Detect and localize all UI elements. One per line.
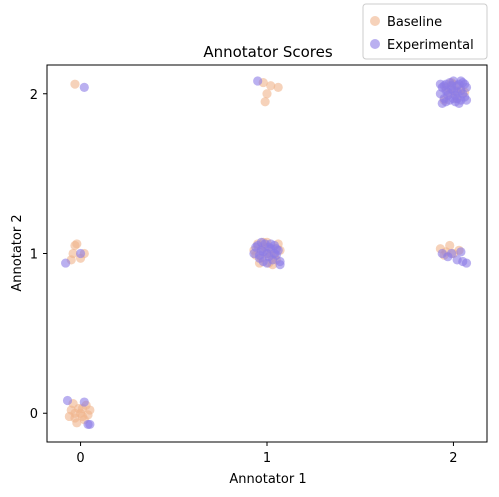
x-tick-label: 2 — [449, 451, 457, 466]
point-experimental — [461, 95, 472, 105]
point-baseline — [85, 405, 95, 415]
point-experimental — [452, 93, 462, 104]
point-baseline — [273, 82, 283, 92]
legend-label-experimental: Experimental — [387, 38, 474, 53]
point-baseline — [445, 240, 455, 251]
y-tick-label: 2 — [30, 88, 38, 103]
point-experimental — [85, 419, 95, 430]
point-experimental — [256, 237, 267, 247]
y-tick-label: 1 — [30, 248, 38, 263]
y-axis-label: Annotator 2 — [10, 214, 25, 291]
x-tick-label: 1 — [263, 451, 271, 466]
x-axis-label: Annotator 1 — [229, 472, 306, 487]
x-tick-label: 0 — [76, 451, 84, 466]
point-experimental — [79, 397, 89, 407]
point-experimental — [61, 258, 71, 268]
point-baseline — [70, 79, 80, 89]
point-experimental — [275, 260, 285, 270]
legend-frame — [362, 3, 488, 60]
legend-marker-experimental — [370, 39, 380, 49]
legend-marker-baseline — [370, 16, 380, 26]
point-baseline — [72, 418, 82, 428]
point-experimental — [262, 258, 272, 268]
point-experimental — [271, 244, 281, 254]
points-layer — [61, 76, 472, 430]
point-experimental — [264, 242, 274, 252]
point-experimental — [446, 248, 457, 259]
point-experimental — [456, 76, 466, 86]
legend: Baseline Experimental — [362, 3, 488, 60]
point-experimental — [79, 82, 89, 92]
chart-title: Annotator Scores — [203, 43, 333, 61]
point-experimental — [441, 97, 451, 107]
point-baseline — [266, 81, 276, 91]
point-experimental — [62, 395, 73, 406]
point-experimental — [254, 250, 265, 260]
x-axis-ticks: 0 1 2 — [76, 442, 458, 466]
point-baseline — [262, 89, 272, 99]
y-tick-label: 0 — [30, 407, 38, 422]
point-baseline — [260, 97, 270, 107]
point-experimental — [435, 79, 445, 89]
point-baseline — [70, 408, 80, 418]
point-experimental — [448, 85, 459, 96]
point-experimental — [75, 248, 86, 259]
legend-label-baseline: Baseline — [387, 15, 442, 30]
point-experimental — [461, 258, 472, 268]
point-experimental — [253, 76, 263, 86]
point-baseline — [70, 240, 80, 251]
point-experimental — [456, 247, 466, 257]
y-axis-ticks: 0 1 2 — [30, 88, 47, 422]
